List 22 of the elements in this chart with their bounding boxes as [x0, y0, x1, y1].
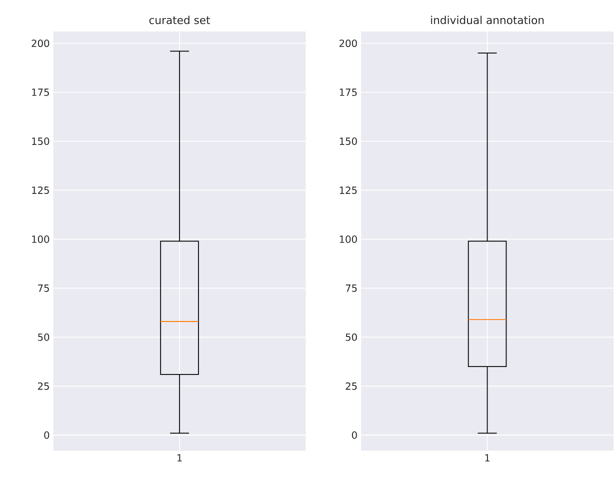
y-tick-label: 0 [352, 431, 357, 439]
y-tick-label: 75 [38, 284, 49, 292]
y-tick-label: 125 [340, 186, 357, 194]
y-tick-label: 200 [340, 39, 357, 47]
y-tick-label: 50 [346, 333, 357, 341]
x-tick-label: 1 [177, 454, 182, 462]
y-tick-label: 150 [340, 137, 357, 145]
y-tick-label: 50 [38, 333, 50, 341]
y-tick-label: 100 [340, 235, 357, 243]
y-tick-label: 25 [38, 382, 49, 390]
y-tick-label: 75 [346, 284, 357, 292]
y-tick-label: 100 [32, 235, 50, 243]
y-tick-label: 175 [32, 88, 49, 96]
y-tick-label: 200 [32, 39, 50, 47]
y-tick-label: 150 [32, 137, 50, 145]
y-tick-label: 125 [32, 186, 49, 194]
chart-title: curated set [149, 16, 210, 24]
y-tick-label: 0 [44, 431, 50, 439]
x-tick-label: 1 [485, 454, 490, 462]
chart-title: individual annotation [431, 16, 544, 24]
y-tick-label: 175 [340, 88, 357, 96]
y-tick-label: 25 [346, 382, 357, 390]
